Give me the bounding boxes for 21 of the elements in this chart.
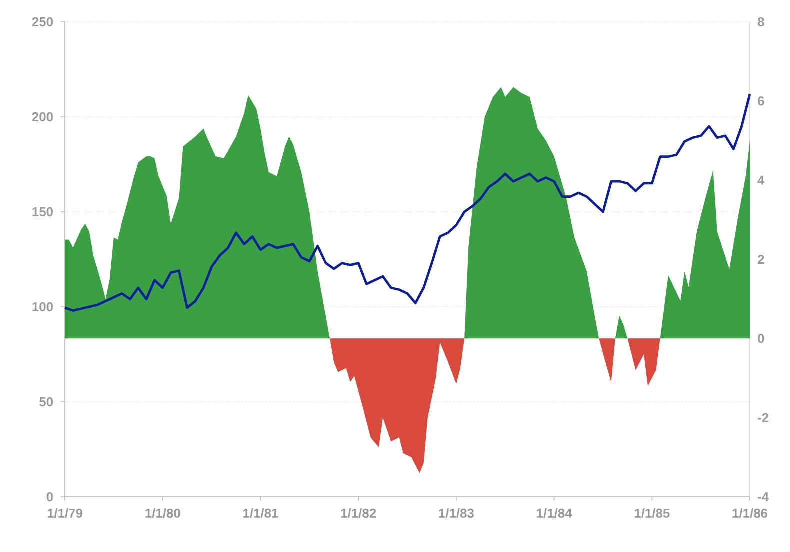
y-tick-label: 200	[32, 112, 53, 122]
y-tick-label: 0	[46, 492, 53, 502]
x-tick-label: 1/1/79	[48, 508, 83, 518]
x-tick-label: 1/1/81	[244, 508, 278, 518]
y2-tick-label: 8	[758, 17, 764, 27]
y2-tick-label: 2	[758, 254, 764, 264]
x-tick-label: 1/1/80	[146, 508, 180, 518]
x-tick-label: 1/1/86	[732, 508, 768, 518]
x-tick-label: 1/1/82	[341, 508, 376, 518]
y-tick-label: 250	[32, 17, 53, 27]
x-tick-label: 1/1/85	[634, 508, 670, 518]
y2-tick-label: -4	[758, 492, 769, 502]
y2-tick-label: 0	[758, 334, 764, 344]
y2-tick-label: 6	[758, 96, 764, 106]
y2-tick-label: 4	[758, 176, 765, 185]
y2-tick-label: -2	[758, 413, 769, 422]
x-tick-label: 1/1/83	[439, 508, 474, 518]
y-tick-label: 50	[40, 397, 53, 407]
y-tick-label: 150	[32, 207, 53, 217]
x-tick-label: 1/1/84	[537, 508, 572, 518]
y-tick-label: 100	[32, 302, 53, 312]
